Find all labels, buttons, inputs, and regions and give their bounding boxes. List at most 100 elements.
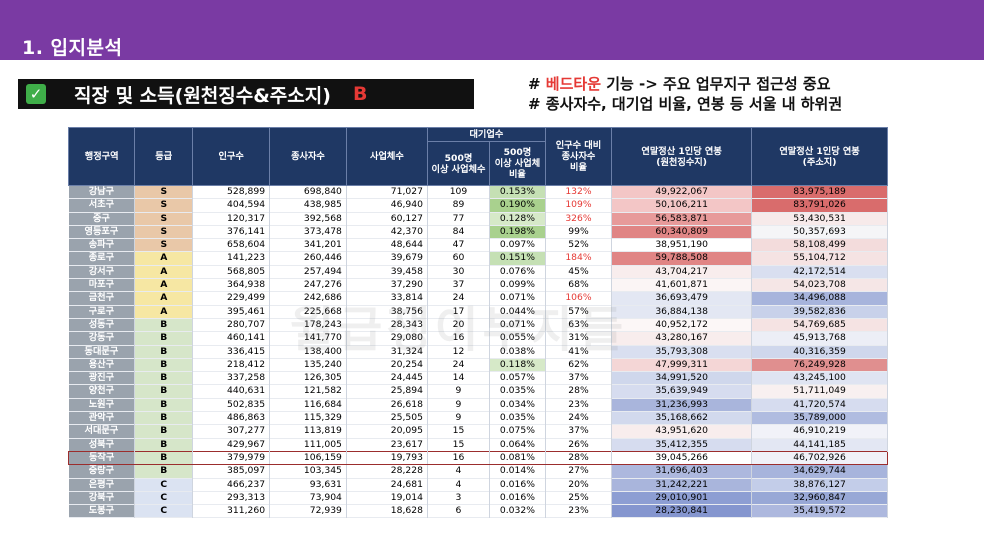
table-row: 동대문구 B 336,415 138,400 31,324 12 0.038% 41% 35,7… xyxy=(68,345,888,359)
cell-grade: S xyxy=(134,185,194,199)
cell-workers: 121,582 xyxy=(269,384,347,399)
cell-salary-address: 54,769,685 xyxy=(751,318,888,332)
note-highlight: 베드타운 xyxy=(545,75,601,93)
cell-grade: B xyxy=(134,371,194,385)
cell-big-ratio: 0.076% xyxy=(489,265,546,279)
table-row: 중랑구 B 385,097 103,345 28,228 4 0.014% 27% 31,696… xyxy=(68,464,888,479)
cell-workers: 392,568 xyxy=(269,212,347,226)
cell-workers: 260,446 xyxy=(269,251,347,266)
cell-businesses: 46,940 xyxy=(346,198,428,213)
cell-workers: 698,840 xyxy=(269,185,347,199)
cell-businesses: 26,618 xyxy=(346,398,428,412)
cell-salary-address: 51,711,049 xyxy=(751,384,888,399)
table-row: 양천구 B 440,631 121,582 25,894 9 0.035% 28% 35,639… xyxy=(68,384,888,399)
cell-salary-address: 46,910,219 xyxy=(751,424,888,439)
cell-workers: 178,243 xyxy=(269,318,347,332)
cell-big-count: 60 xyxy=(427,251,491,266)
cell-workers-ratio: 68% xyxy=(545,278,613,292)
cell-salary-withholding: 40,952,172 xyxy=(611,318,753,332)
cell-region: 마포구 xyxy=(68,278,136,292)
cell-population: 440,631 xyxy=(192,384,271,399)
cell-salary-address: 58,108,499 xyxy=(751,238,888,252)
cell-region: 종로구 xyxy=(68,251,136,266)
cell-big-count: 20 xyxy=(427,318,491,332)
cell-big-ratio: 0.081% xyxy=(489,450,546,466)
cell-workers-ratio: 106% xyxy=(545,291,613,306)
cell-grade: S xyxy=(134,225,194,239)
cell-businesses: 37,290 xyxy=(346,278,428,292)
cell-businesses: 39,458 xyxy=(346,265,428,279)
cell-big-ratio: 0.064% xyxy=(489,438,546,452)
cell-big-ratio: 0.151% xyxy=(489,251,546,266)
cell-salary-address: 50,357,693 xyxy=(751,225,888,239)
table-row: 중구 S 120,317 392,568 60,127 77 0.128% 326% 56,58… xyxy=(68,212,888,226)
cell-grade: S xyxy=(134,198,194,213)
notes: # 베드타운 기능 -> 주요 업무지구 접근성 중요 # 종사자수, 대기업 … xyxy=(528,74,842,114)
table-row: 동작구 B 379,979 106,159 19,793 16 0.081% 28% 39,04… xyxy=(67,450,888,466)
cell-big-count: 17 xyxy=(427,305,491,319)
cell-businesses: 71,027 xyxy=(346,185,428,199)
cell-workers: 138,400 xyxy=(269,345,347,359)
cell-big-ratio: 0.118% xyxy=(489,358,546,372)
cell-grade: C xyxy=(134,478,194,492)
check-icon: ✓ xyxy=(26,84,46,104)
cell-region: 은평구 xyxy=(68,478,136,492)
cell-big-count: 30 xyxy=(427,265,491,279)
cell-grade: C xyxy=(134,504,194,518)
cell-salary-address: 35,789,000 xyxy=(751,411,888,425)
cell-region: 구로구 xyxy=(68,305,136,319)
cell-workers: 103,345 xyxy=(269,464,347,479)
table-row: 성동구 B 280,707 178,243 28,343 20 0.071% 63% 40,95… xyxy=(68,318,888,332)
cell-population: 379,979 xyxy=(192,450,271,466)
col-salary-address: 연말정산 1인당 연봉 (주소지) xyxy=(751,127,888,186)
cell-big-ratio: 0.016% xyxy=(489,478,546,492)
cell-salary-withholding: 35,639,949 xyxy=(611,384,753,399)
note-prefix: # xyxy=(528,75,546,93)
col-grade: 등급 xyxy=(134,127,194,186)
cell-population: 337,258 xyxy=(192,371,271,385)
cell-businesses: 38,756 xyxy=(346,305,428,319)
cell-businesses: 29,080 xyxy=(346,331,428,346)
col-workers: 종사자수 xyxy=(269,127,347,186)
cell-grade: B xyxy=(134,345,194,359)
cell-big-ratio: 0.071% xyxy=(489,318,546,332)
cell-salary-address: 55,104,712 xyxy=(751,251,888,266)
cell-businesses: 31,324 xyxy=(346,345,428,359)
cell-region: 도봉구 xyxy=(68,504,136,518)
cell-big-ratio: 0.035% xyxy=(489,411,546,425)
cell-businesses: 25,505 xyxy=(346,411,428,425)
cell-businesses: 19,793 xyxy=(346,450,428,466)
cell-grade: B xyxy=(134,411,194,425)
cell-big-count: 77 xyxy=(427,212,491,226)
cell-salary-address: 45,913,768 xyxy=(751,331,888,346)
cell-workers-ratio: 37% xyxy=(545,371,613,385)
cell-big-count: 24 xyxy=(427,291,491,306)
cell-region: 양천구 xyxy=(68,384,136,399)
cell-region: 영등포구 xyxy=(68,225,136,239)
cell-population: 293,313 xyxy=(192,491,271,505)
cell-big-ratio: 0.198% xyxy=(489,225,546,239)
cell-businesses: 28,228 xyxy=(346,464,428,479)
cell-workers-ratio: 27% xyxy=(545,464,613,479)
table-row: 관악구 B 486,863 115,329 25,505 9 0.035% 24% 35,168… xyxy=(68,411,888,425)
cell-region: 동작구 xyxy=(67,450,136,466)
cell-big-count: 4 xyxy=(427,464,491,479)
cell-businesses: 23,617 xyxy=(346,438,428,452)
cell-population: 568,805 xyxy=(192,265,271,279)
cell-population: 460,141 xyxy=(192,331,271,346)
cell-businesses: 25,894 xyxy=(346,384,428,399)
cell-big-count: 37 xyxy=(427,278,491,292)
cell-workers-ratio: 99% xyxy=(545,225,613,239)
cell-salary-withholding: 38,951,190 xyxy=(611,238,753,252)
cell-region: 광진구 xyxy=(68,371,136,385)
cell-salary-address: 42,172,514 xyxy=(751,265,888,279)
cell-grade: B xyxy=(134,384,194,399)
cell-big-count: 12 xyxy=(427,345,491,359)
cell-salary-withholding: 50,106,211 xyxy=(611,198,753,213)
cell-salary-address: 32,960,847 xyxy=(751,491,888,505)
cell-big-count: 6 xyxy=(427,504,491,518)
cell-salary-withholding: 31,242,221 xyxy=(611,478,753,492)
cell-population: 141,223 xyxy=(192,251,271,266)
cell-salary-withholding: 31,696,403 xyxy=(611,464,753,479)
table-row: 강동구 B 460,141 141,770 29,080 16 0.055% 31% 43,28… xyxy=(68,331,888,346)
